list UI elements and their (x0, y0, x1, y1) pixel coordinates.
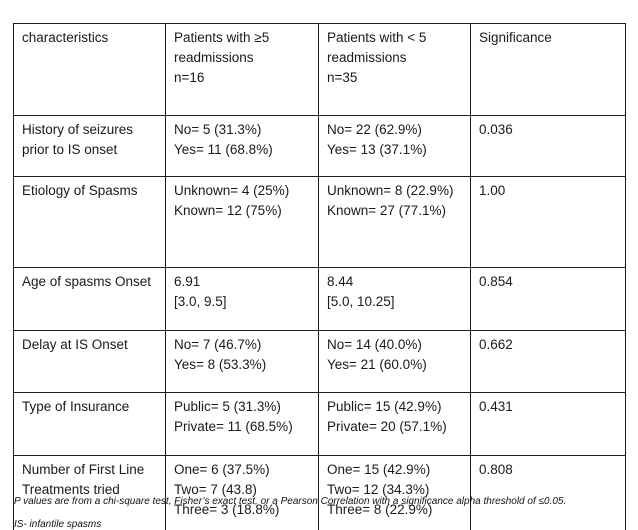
header-ge5-group: Patients with ≥5 readmissions n=16 (165, 23, 319, 116)
table-row: Age of spasms Onset 6.91 [3.0, 9.5] 8.44… (13, 267, 626, 331)
cell-characteristic: Delay at IS Onset (13, 330, 166, 393)
cell-lt5-group: 8.44 [5.0, 10.25] (318, 267, 471, 331)
header-characteristics: characteristics (13, 23, 166, 116)
footnote-pvalues: P values are from a chi-square test, Fis… (14, 496, 567, 507)
cell-significance: 1.00 (470, 176, 626, 268)
cell-characteristic: History of seizures prior to IS onset (13, 115, 166, 177)
cell-ge5-group: 6.91 [3.0, 9.5] (165, 267, 319, 331)
cell-significance: 0.662 (470, 330, 626, 393)
cell-lt5-group: One= 15 (42.9%) Two= 12 (34.3%) Three= 8… (318, 455, 471, 530)
cell-ge5-group: One= 6 (37.5%) Two= 7 (43.8) Three= 3 (1… (165, 455, 319, 530)
table-row: History of seizures prior to IS onset No… (13, 115, 626, 177)
cell-lt5-group: Unknown= 8 (22.9%) Known= 27 (77.1%) (318, 176, 471, 268)
cell-significance: 0.431 (470, 392, 626, 456)
cell-lt5-group: No= 14 (40.0%) Yes= 21 (60.0%) (318, 330, 471, 393)
cell-lt5-group: Public= 15 (42.9%) Private= 20 (57.1%) (318, 392, 471, 456)
cell-ge5-group: No= 7 (46.7%) Yes= 8 (53.3%) (165, 330, 319, 393)
cell-characteristic: Etiology of Spasms (13, 176, 166, 268)
header-significance: Significance (470, 23, 626, 116)
cell-characteristic: Type of Insurance (13, 392, 166, 456)
cell-lt5-group: No= 22 (62.9%) Yes= 13 (37.1%) (318, 115, 471, 177)
cell-ge5-group: Unknown= 4 (25%) Known= 12 (75%) (165, 176, 319, 268)
cell-ge5-group: No= 5 (31.3%) Yes= 11 (68.8%) (165, 115, 319, 177)
header-lt5-group: Patients with < 5 readmissions n=35 (318, 23, 471, 116)
cell-significance: 0.854 (470, 267, 626, 331)
table-header-row: characteristics Patients with ≥5 readmis… (13, 23, 626, 116)
cell-characteristic: Age of spasms Onset (13, 267, 166, 331)
cell-characteristic: Number of First Line Treatments tried (13, 455, 166, 530)
cell-significance: 0.036 (470, 115, 626, 177)
characteristics-table: characteristics Patients with ≥5 readmis… (13, 23, 626, 530)
table-row: Number of First Line Treatments tried On… (13, 455, 626, 530)
footnote-is-abbreviation: IS- infantile spasms (14, 519, 102, 530)
cell-significance: 0.808 (470, 455, 626, 530)
table-row: Etiology of Spasms Unknown= 4 (25%) Know… (13, 176, 626, 268)
cell-ge5-group: Public= 5 (31.3%) Private= 11 (68.5%) (165, 392, 319, 456)
table-row: Type of Insurance Public= 5 (31.3%) Priv… (13, 392, 626, 456)
table-row: Delay at IS Onset No= 7 (46.7%) Yes= 8 (… (13, 330, 626, 393)
